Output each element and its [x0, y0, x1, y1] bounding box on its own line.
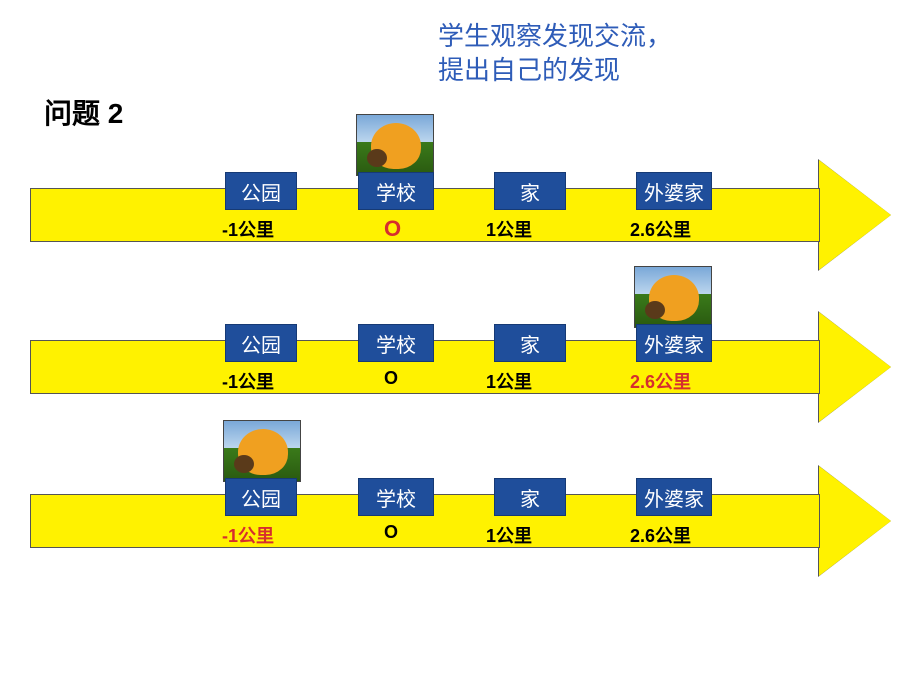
location-box-school: 学校	[358, 172, 434, 210]
tick-label-school: O	[384, 216, 401, 242]
location-box-home: 家	[494, 324, 566, 362]
location-box-park: 公园	[225, 324, 297, 362]
arrow-head	[819, 160, 891, 270]
number-line-row: 公园 -1公里 学校 O 家 1公里 外婆家 2.6公里	[30, 160, 900, 290]
location-box-grandma: 外婆家	[636, 324, 712, 362]
tick-label-grandma: 2.6公里	[630, 522, 691, 548]
tick-label-home: 1公里	[486, 216, 532, 242]
character-icon	[356, 114, 434, 176]
tick-label-park: -1公里	[222, 522, 274, 548]
location-box-park: 公园	[225, 172, 297, 210]
tick-label-park: -1公里	[222, 368, 274, 394]
character-icon	[223, 420, 301, 482]
header-line2: 提出自己的发现	[438, 55, 620, 85]
arrow-head	[819, 312, 891, 422]
tick-label-home: 1公里	[486, 522, 532, 548]
number-line-row: 公园 -1公里 学校 O 家 1公里 外婆家 2.6公里	[30, 312, 900, 442]
location-box-grandma: 外婆家	[636, 172, 712, 210]
tick-label-home: 1公里	[486, 368, 532, 394]
tick-label-park: -1公里	[222, 216, 274, 242]
tick-label-grandma: 2.6公里	[630, 368, 691, 394]
location-box-park: 公园	[225, 478, 297, 516]
page-title: 问题 2	[44, 92, 123, 132]
location-box-home: 家	[494, 478, 566, 516]
header-text: 学生观察发现交流， 提出自己的发现	[438, 20, 672, 88]
character-icon	[634, 266, 712, 328]
arrow-head	[819, 466, 891, 576]
location-box-school: 学校	[358, 324, 434, 362]
number-line-row: 公园 -1公里 学校 O 家 1公里 外婆家 2.6公里	[30, 466, 900, 596]
tick-label-school: O	[384, 368, 398, 389]
location-box-school: 学校	[358, 478, 434, 516]
location-box-home: 家	[494, 172, 566, 210]
location-box-grandma: 外婆家	[636, 478, 712, 516]
tick-label-school: O	[384, 522, 398, 543]
header-line1: 学生观察发现交流，	[438, 21, 672, 51]
tick-label-grandma: 2.6公里	[630, 216, 691, 242]
